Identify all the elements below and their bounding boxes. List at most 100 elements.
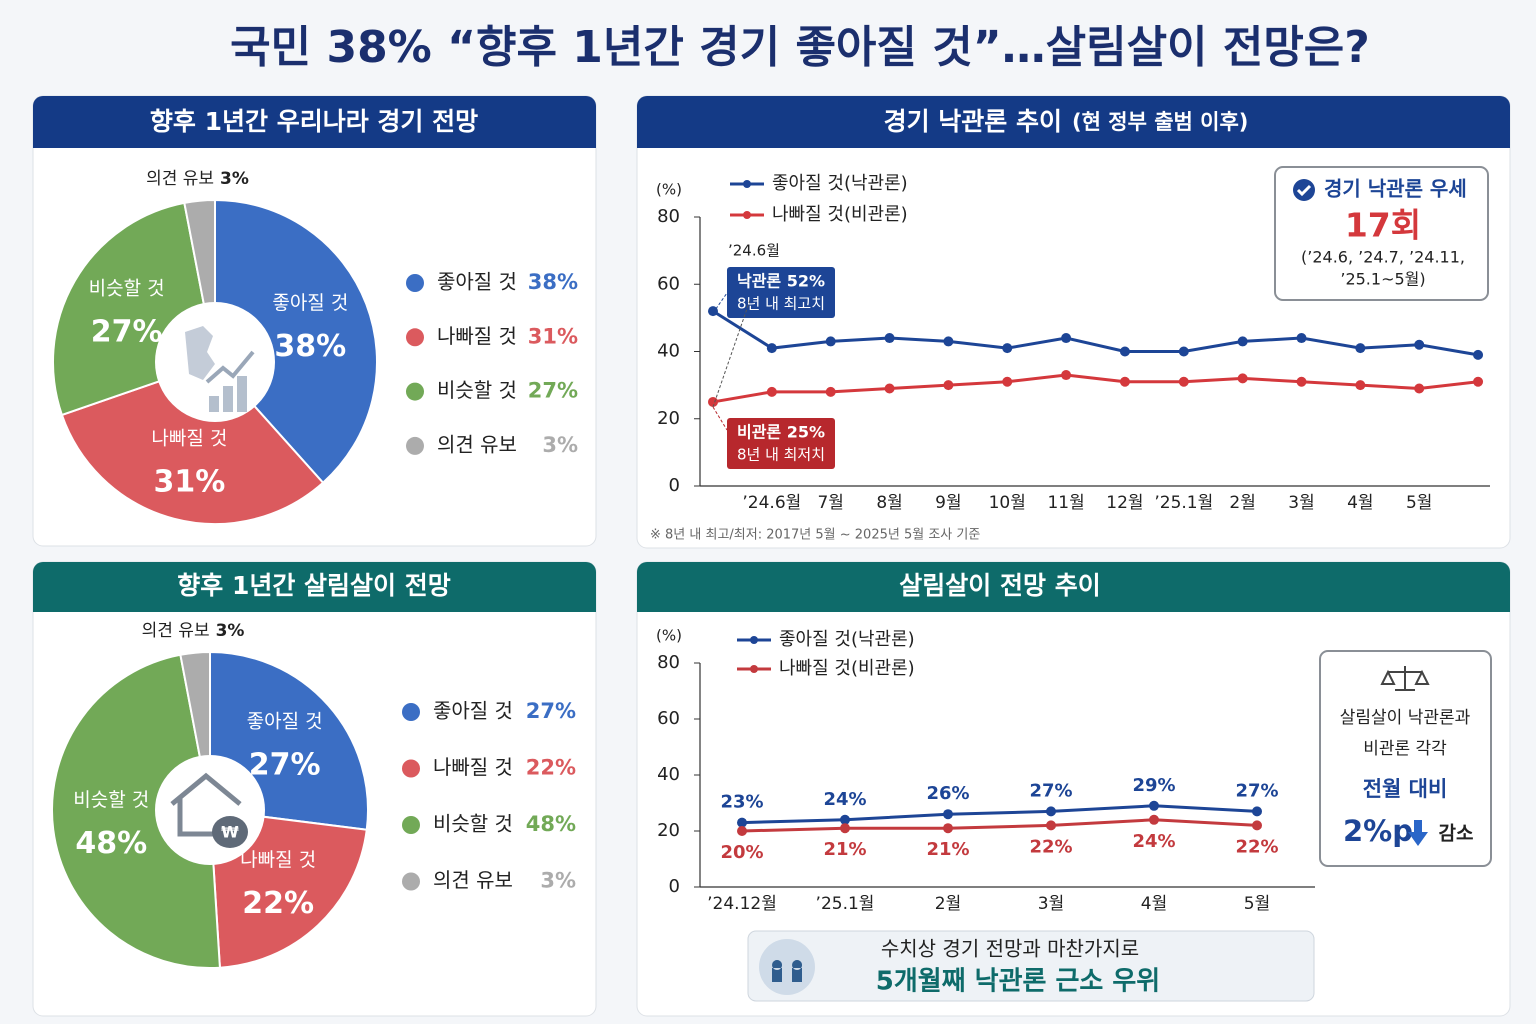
legend-label: 의견 유보	[433, 868, 513, 892]
data-point	[1296, 376, 1307, 387]
x-tick-label: 12월	[1106, 493, 1143, 513]
legend-value: 22%	[526, 756, 576, 780]
data-point	[737, 817, 747, 828]
data-point	[1178, 376, 1189, 387]
data-point	[1473, 349, 1484, 360]
legend-value: 48%	[526, 812, 576, 836]
slice-name: 나빠질 것	[240, 849, 316, 871]
down-arrow	[1408, 820, 1428, 846]
callout-change: 2%p	[1343, 814, 1413, 848]
data-point	[1119, 346, 1130, 357]
callout-text: 살림살이 낙관론과	[1340, 708, 1471, 728]
data-point	[884, 383, 895, 394]
legend-label: 좋아질 것	[437, 270, 517, 294]
center-icon	[170, 772, 242, 837]
y-axis-unit: (%)	[656, 181, 682, 199]
center-icon	[212, 816, 248, 848]
slice-name: 의견 유보	[142, 621, 210, 641]
panel-title: 살림살이 전망 추이	[899, 571, 1100, 600]
legend-swatch	[750, 665, 758, 673]
legend-value: 31%	[528, 324, 578, 348]
x-tick-label: 5월	[1244, 894, 1270, 914]
annotation: 8년 내 최고치	[737, 295, 825, 313]
data-point	[737, 826, 747, 836]
data-point	[1414, 339, 1425, 350]
callout-detail: (’24.6, ’24.7, ’24.11,	[1301, 248, 1465, 267]
data-point	[825, 386, 836, 397]
x-tick-label: 3월	[1038, 894, 1064, 914]
slice-name: 나빠질 것	[151, 427, 227, 449]
slice-name: 좋아질 것	[247, 711, 323, 733]
data-label: 22%	[1235, 836, 1278, 857]
panel-subtitle: (현 정부 출범 이후)	[1072, 110, 1248, 134]
legend-value: 3%	[540, 869, 576, 893]
pie-slice	[60, 360, 325, 525]
y-tick-label: 0	[669, 876, 680, 897]
y-tick-label: 60	[657, 273, 680, 294]
panel-header	[637, 582, 1510, 612]
callout-detail: ’25.1~5월)	[1340, 270, 1425, 289]
x-tick-label: 7월	[817, 493, 843, 513]
slice-name: 의견 유보	[146, 169, 214, 189]
pie-hole	[155, 755, 265, 865]
data-label: 27%	[1235, 780, 1278, 801]
legend-swatch	[743, 211, 751, 219]
data-point	[1237, 336, 1248, 347]
data-label: 23%	[720, 792, 763, 813]
callout-value: 17회	[1345, 206, 1421, 245]
legend-swatch	[750, 636, 758, 644]
legend-label: 나빠질 것	[437, 324, 517, 348]
leader-line	[712, 299, 751, 408]
x-tick-label: 9월	[935, 493, 961, 513]
legend-swatch	[402, 759, 420, 778]
data-point	[1061, 370, 1072, 381]
y-tick-label: 40	[657, 764, 680, 785]
x-tick-label: 2월	[935, 894, 961, 914]
x-tick-label: 2월	[1229, 493, 1255, 513]
charts: 좋아질 것 38% 좋아질 것 38% 나빠질 것 31% 나빠질 것 31% 비슷할 것 27%…	[51, 169, 1490, 969]
data-point	[1296, 333, 1307, 344]
slice-value: 22%	[242, 886, 314, 921]
data-point	[1046, 820, 1056, 831]
data-point	[1355, 343, 1366, 354]
people-icon	[759, 939, 815, 995]
data-point	[825, 336, 836, 347]
data-point	[708, 396, 718, 407]
annotation-box	[727, 418, 835, 469]
leader-line	[712, 406, 728, 431]
legend-swatch	[406, 274, 424, 292]
data-point	[1473, 376, 1484, 387]
data-point	[1355, 380, 1366, 391]
check-icon	[1296, 184, 1312, 197]
annotation-box	[727, 267, 835, 318]
x-tick-label: ’25.1월	[1154, 493, 1213, 513]
slice-outside-label: 의견 유보 3%	[142, 621, 245, 641]
x-tick-label: 8월	[876, 493, 902, 513]
slice-name: 좋아질 것	[272, 292, 348, 314]
center-icon	[209, 376, 247, 412]
data-point	[1119, 376, 1130, 387]
legend-value: 38%	[528, 270, 578, 294]
data-label: 22%	[1029, 836, 1072, 857]
leader-line	[712, 292, 728, 314]
panel-header	[637, 118, 1510, 148]
data-label: 24%	[823, 789, 866, 810]
center-icon	[185, 326, 215, 380]
data-label: 26%	[926, 783, 969, 804]
data-label: 27%	[1029, 780, 1072, 801]
data-label: 24%	[1132, 831, 1175, 852]
y-tick-label: 40	[657, 341, 680, 362]
data-point	[1061, 333, 1072, 344]
callout-highlight: 전월 대비	[1363, 777, 1448, 801]
y-tick-label: 80	[657, 206, 680, 227]
legend-label: 비슷할 것	[433, 812, 513, 836]
callout-direction: 감소	[1439, 823, 1474, 845]
data-point	[884, 333, 895, 344]
x-tick-label: 4월	[1347, 493, 1373, 513]
data-point	[766, 343, 777, 354]
slice-outside-label: 의견 유보 3%	[146, 169, 249, 189]
annotation: 비관론 25%	[737, 423, 825, 442]
legend-label: 좋아질 것	[433, 699, 513, 723]
